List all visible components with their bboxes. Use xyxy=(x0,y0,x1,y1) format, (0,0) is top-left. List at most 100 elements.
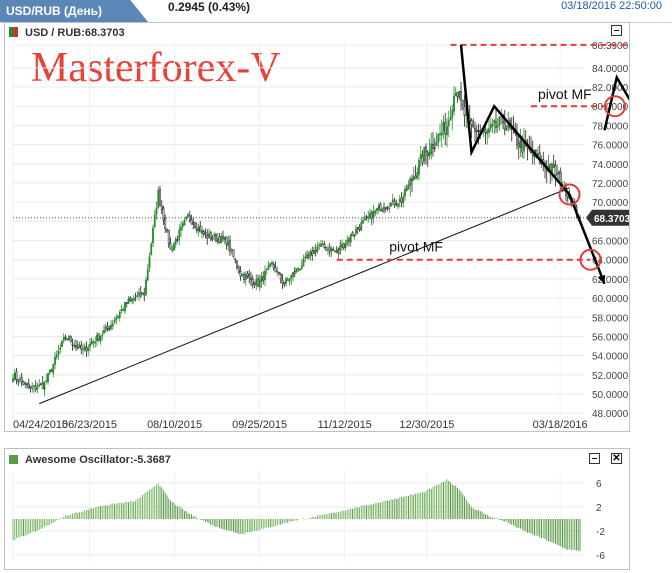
candle xyxy=(384,207,387,213)
candle xyxy=(181,220,184,231)
candle xyxy=(36,382,39,393)
candle xyxy=(269,262,272,268)
candle xyxy=(414,165,417,179)
price-y-axis: 48.0000 50.0000 52.0000 54.0000 56.0000 58.00… xyxy=(592,41,629,420)
candle xyxy=(111,319,114,330)
candle xyxy=(300,259,303,270)
candle xyxy=(183,218,186,226)
candle xyxy=(285,276,287,287)
candle xyxy=(97,333,100,342)
candle xyxy=(155,201,158,220)
price-y-tick-label: 78.0000 xyxy=(592,121,629,132)
candle xyxy=(383,202,385,214)
price-y-tick-label: 74.0000 xyxy=(592,160,629,171)
candle xyxy=(43,381,46,397)
candle xyxy=(90,337,93,345)
osc-grid xyxy=(12,471,584,561)
candle xyxy=(353,233,356,240)
price-x-tick-label: 06/23/2015 xyxy=(62,419,117,431)
candle xyxy=(129,295,132,302)
pivot-marker-circle xyxy=(604,95,626,118)
price-chart: USD / RUB:68.3703 Masterforex-V 48.00005… xyxy=(9,27,629,431)
price-y-tick-label: 56.0000 xyxy=(592,332,629,343)
osc-minimize-button[interactable]: – xyxy=(589,453,600,464)
candle xyxy=(271,260,273,267)
candle xyxy=(339,240,342,255)
candle xyxy=(237,265,240,274)
candle xyxy=(50,368,53,372)
candle xyxy=(87,344,90,357)
candle xyxy=(20,373,23,387)
candle xyxy=(218,233,221,244)
price-change: 0.2945 (0.43%) xyxy=(168,0,251,14)
candle xyxy=(190,214,193,225)
candle xyxy=(164,214,167,233)
candle xyxy=(194,222,196,229)
candle xyxy=(166,228,168,233)
price-y-tick-label: 64.0000 xyxy=(592,256,629,267)
price-legend: USD / RUB:68.3703 xyxy=(25,27,125,39)
price-y-tick-label: 86.3900 xyxy=(592,41,629,52)
candle xyxy=(470,118,473,138)
candle xyxy=(458,90,461,101)
price-y-tick-label: 48.0000 xyxy=(592,409,629,420)
candle xyxy=(227,235,230,251)
candle xyxy=(516,123,518,150)
price-x-tick-label: 03/18/2016 xyxy=(533,419,588,431)
candle xyxy=(199,221,202,233)
candle xyxy=(449,106,452,122)
candle xyxy=(204,228,207,239)
candle xyxy=(391,193,394,206)
candle xyxy=(290,274,293,285)
candle xyxy=(367,210,370,223)
candle xyxy=(187,213,189,218)
candle xyxy=(64,334,67,341)
candle xyxy=(503,109,506,136)
symbol-tab[interactable]: USD/RUB (День) xyxy=(0,0,148,22)
candle xyxy=(279,272,282,284)
candle xyxy=(152,224,154,247)
candle xyxy=(426,150,429,167)
osc-close-button[interactable]: ✕ xyxy=(611,453,622,464)
candle xyxy=(491,118,494,133)
candle xyxy=(222,230,224,242)
candle xyxy=(454,87,457,97)
candle xyxy=(215,233,217,243)
candle xyxy=(463,94,466,127)
price-y-tick-label: 76.0000 xyxy=(592,141,629,152)
candle xyxy=(75,339,77,351)
candle xyxy=(192,216,195,230)
candle xyxy=(246,270,249,279)
pivot-marker-circle xyxy=(558,183,581,206)
candle xyxy=(276,267,279,277)
candle xyxy=(160,200,163,215)
candle xyxy=(372,204,375,224)
overlays xyxy=(13,43,629,405)
candle xyxy=(495,109,497,133)
candle xyxy=(370,210,373,226)
candle xyxy=(162,205,165,225)
candle xyxy=(299,268,301,272)
candle xyxy=(66,338,69,341)
candle xyxy=(292,271,294,282)
candle xyxy=(274,261,277,273)
candle xyxy=(62,332,65,344)
candle xyxy=(325,246,328,251)
candle xyxy=(421,150,424,166)
pivot-marker-circle xyxy=(579,248,602,271)
minimize-button[interactable]: – xyxy=(611,25,622,36)
candle xyxy=(201,225,203,239)
forecast-path xyxy=(459,44,606,285)
candle xyxy=(416,167,419,181)
candles xyxy=(12,81,581,397)
candle xyxy=(117,315,119,319)
candle xyxy=(82,343,84,356)
candle xyxy=(244,271,247,286)
candle xyxy=(241,273,244,277)
candle xyxy=(526,138,529,161)
candle xyxy=(286,276,289,281)
candle xyxy=(437,133,440,149)
candle xyxy=(78,341,81,348)
candle xyxy=(115,314,118,325)
candle xyxy=(360,218,363,232)
